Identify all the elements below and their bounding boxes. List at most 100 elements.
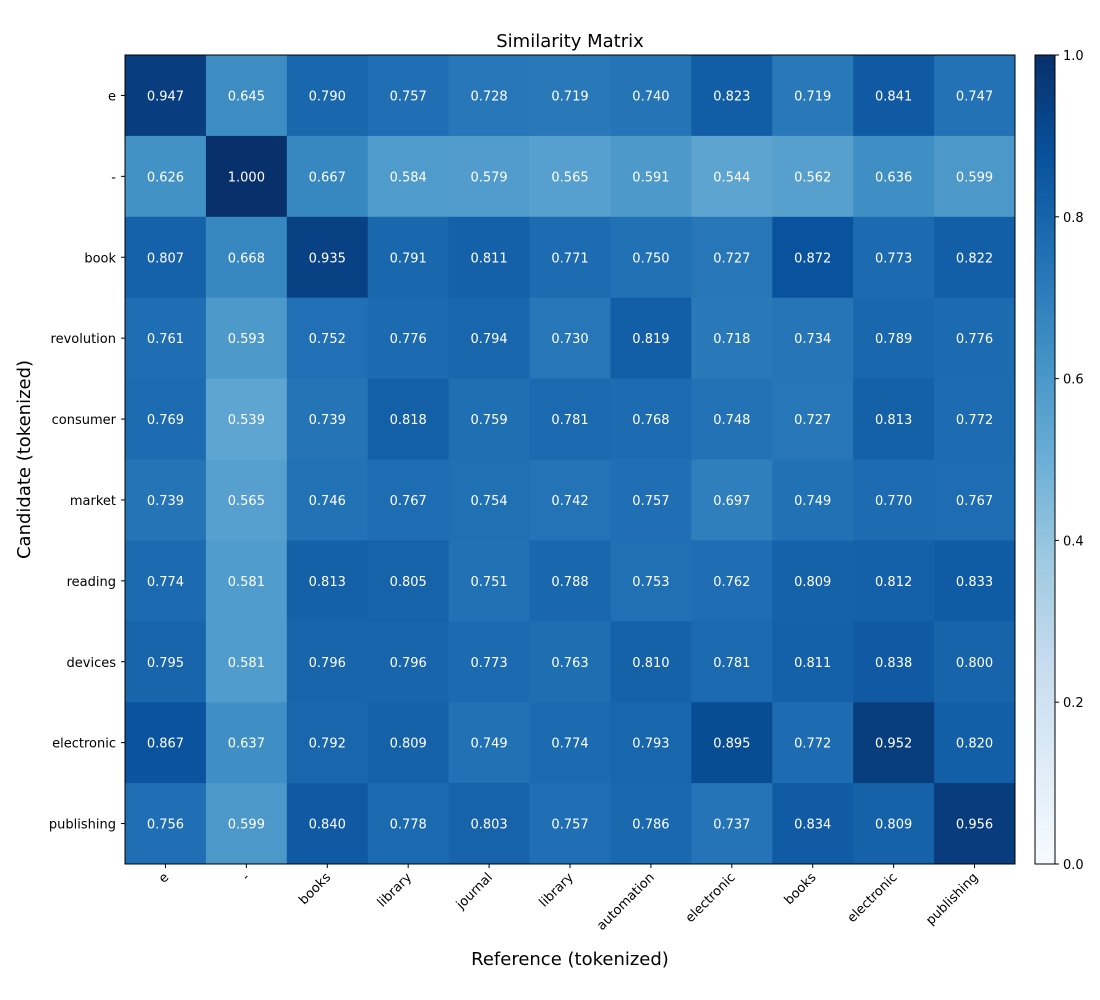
heatmap-cell	[205, 702, 288, 784]
heatmap-cell	[448, 297, 531, 380]
y-tick-label: publishing	[49, 818, 116, 833]
x-axis-ticks: e - books library journal library automation el…	[156, 864, 981, 934]
heatmap-cell	[529, 540, 611, 622]
heatmap-cell	[691, 297, 773, 380]
cell-value-label: 0.809	[390, 737, 427, 752]
cell-value-label: 0.813	[309, 575, 346, 590]
cell-value-label: 0.593	[228, 332, 265, 347]
cell-value-label: 0.812	[875, 575, 912, 590]
heatmap-cell	[205, 297, 288, 380]
cell-value-label: 0.818	[390, 413, 427, 428]
x-tick-label: books	[782, 870, 820, 908]
heatmap-cell	[934, 297, 1016, 380]
cell-value-label: 0.820	[956, 737, 993, 752]
cell-value-label: 0.788	[551, 575, 588, 590]
cell-value-label: 0.739	[147, 494, 184, 509]
heatmap-cell	[529, 55, 611, 137]
heatmap-cell	[772, 216, 854, 299]
heatmap-cell	[125, 783, 207, 865]
heatmap-cell	[772, 459, 854, 541]
heatmap-cell	[853, 459, 935, 541]
cell-value-label: 0.778	[390, 818, 427, 833]
cell-value-label: 0.791	[390, 251, 427, 266]
heatmap-cell	[934, 55, 1016, 137]
cell-value-label: 0.895	[713, 737, 750, 752]
cell-value-label: 0.786	[632, 818, 669, 833]
heatmap-cell	[853, 540, 935, 622]
heatmap-cell	[772, 135, 854, 218]
x-tick-label: library	[375, 870, 415, 910]
cell-value-label: 0.591	[632, 170, 669, 185]
cell-value-label: 0.867	[147, 737, 184, 752]
cell-value-label: 0.795	[147, 656, 184, 671]
cell-value-label: 0.819	[632, 332, 669, 347]
heatmap-cell	[367, 378, 450, 460]
y-tick-label: reading	[67, 575, 116, 590]
heatmap-cell	[934, 621, 1016, 703]
heatmap-cell	[610, 55, 692, 137]
cell-value-label: 0.773	[470, 656, 507, 671]
heatmap-cell	[205, 783, 288, 865]
y-tick-label: devices	[67, 656, 117, 671]
heatmap-cell	[691, 135, 773, 218]
x-tick-label: library	[537, 870, 577, 910]
cell-value-label: 0.807	[147, 251, 184, 266]
heatmap-cell	[367, 55, 450, 137]
y-axis-label: Candidate (tokenized)	[14, 360, 35, 559]
cell-value-label: 0.718	[713, 332, 750, 347]
cell-value-label: 0.719	[794, 89, 831, 104]
colorbar-gradient	[1034, 54, 1056, 865]
heatmap-cell	[691, 459, 773, 541]
heatmap-cell	[448, 135, 531, 218]
cell-value-label: 0.823	[713, 89, 750, 104]
y-tick-label: e	[108, 89, 116, 104]
colorbar-tick-label: 1.0	[1063, 49, 1084, 64]
heatmap-cell	[448, 621, 531, 703]
heatmap-cell	[529, 297, 611, 380]
heatmap-cell	[772, 297, 854, 380]
heatmap-cell	[610, 459, 692, 541]
cell-value-label: 0.747	[956, 89, 993, 104]
cell-value-label: 0.739	[309, 413, 346, 428]
x-tick-label: automation	[594, 870, 657, 933]
cell-value-label: 0.800	[956, 656, 993, 671]
cell-value-label: 0.565	[551, 170, 588, 185]
heatmap-cell	[125, 216, 207, 299]
cell-value-label: 0.749	[470, 737, 507, 752]
x-tick-label: books	[296, 870, 334, 908]
heatmap-cell	[610, 540, 692, 622]
heatmap-cell	[934, 135, 1016, 218]
cell-value-label: 0.769	[147, 413, 184, 428]
heatmap-cell	[934, 783, 1016, 865]
heatmap-cell	[853, 783, 935, 865]
heatmap-cell	[205, 378, 288, 460]
heatmap-cell	[448, 378, 531, 460]
heatmap-cell	[691, 702, 773, 784]
cell-value-label: 0.757	[632, 494, 669, 509]
heatmap-cell	[529, 378, 611, 460]
cell-value-label: 0.822	[956, 251, 993, 266]
cell-value-label: 0.668	[228, 251, 265, 266]
heatmap-cell	[367, 540, 450, 622]
heatmap-cells: 0.947 0.645 0.790 0.757 0.728 0.719 0.740 0.823…	[125, 55, 1016, 865]
cell-value-label: 0.811	[470, 251, 507, 266]
cell-value-label: 0.767	[390, 494, 427, 509]
cell-value-label: 0.599	[228, 818, 265, 833]
heatmap-cell	[691, 378, 773, 460]
heatmap-cell	[529, 135, 611, 218]
cell-value-label: 0.734	[794, 332, 831, 347]
cell-value-label: 0.719	[551, 89, 588, 104]
heatmap-cell	[772, 783, 854, 865]
cell-value-label: 0.774	[551, 737, 588, 752]
heatmap-cell	[448, 702, 531, 784]
heatmap-cell	[286, 621, 369, 703]
heatmap-cell	[934, 378, 1016, 460]
cell-value-label: 0.781	[551, 413, 588, 428]
cell-value-label: 0.793	[632, 737, 669, 752]
cell-value-label: 0.565	[228, 494, 265, 509]
heatmap-cell	[934, 459, 1016, 541]
heatmap-cell	[125, 702, 207, 784]
heatmap-cell	[125, 459, 207, 541]
heatmap-cell	[691, 783, 773, 865]
heatmap-cell	[286, 783, 369, 865]
